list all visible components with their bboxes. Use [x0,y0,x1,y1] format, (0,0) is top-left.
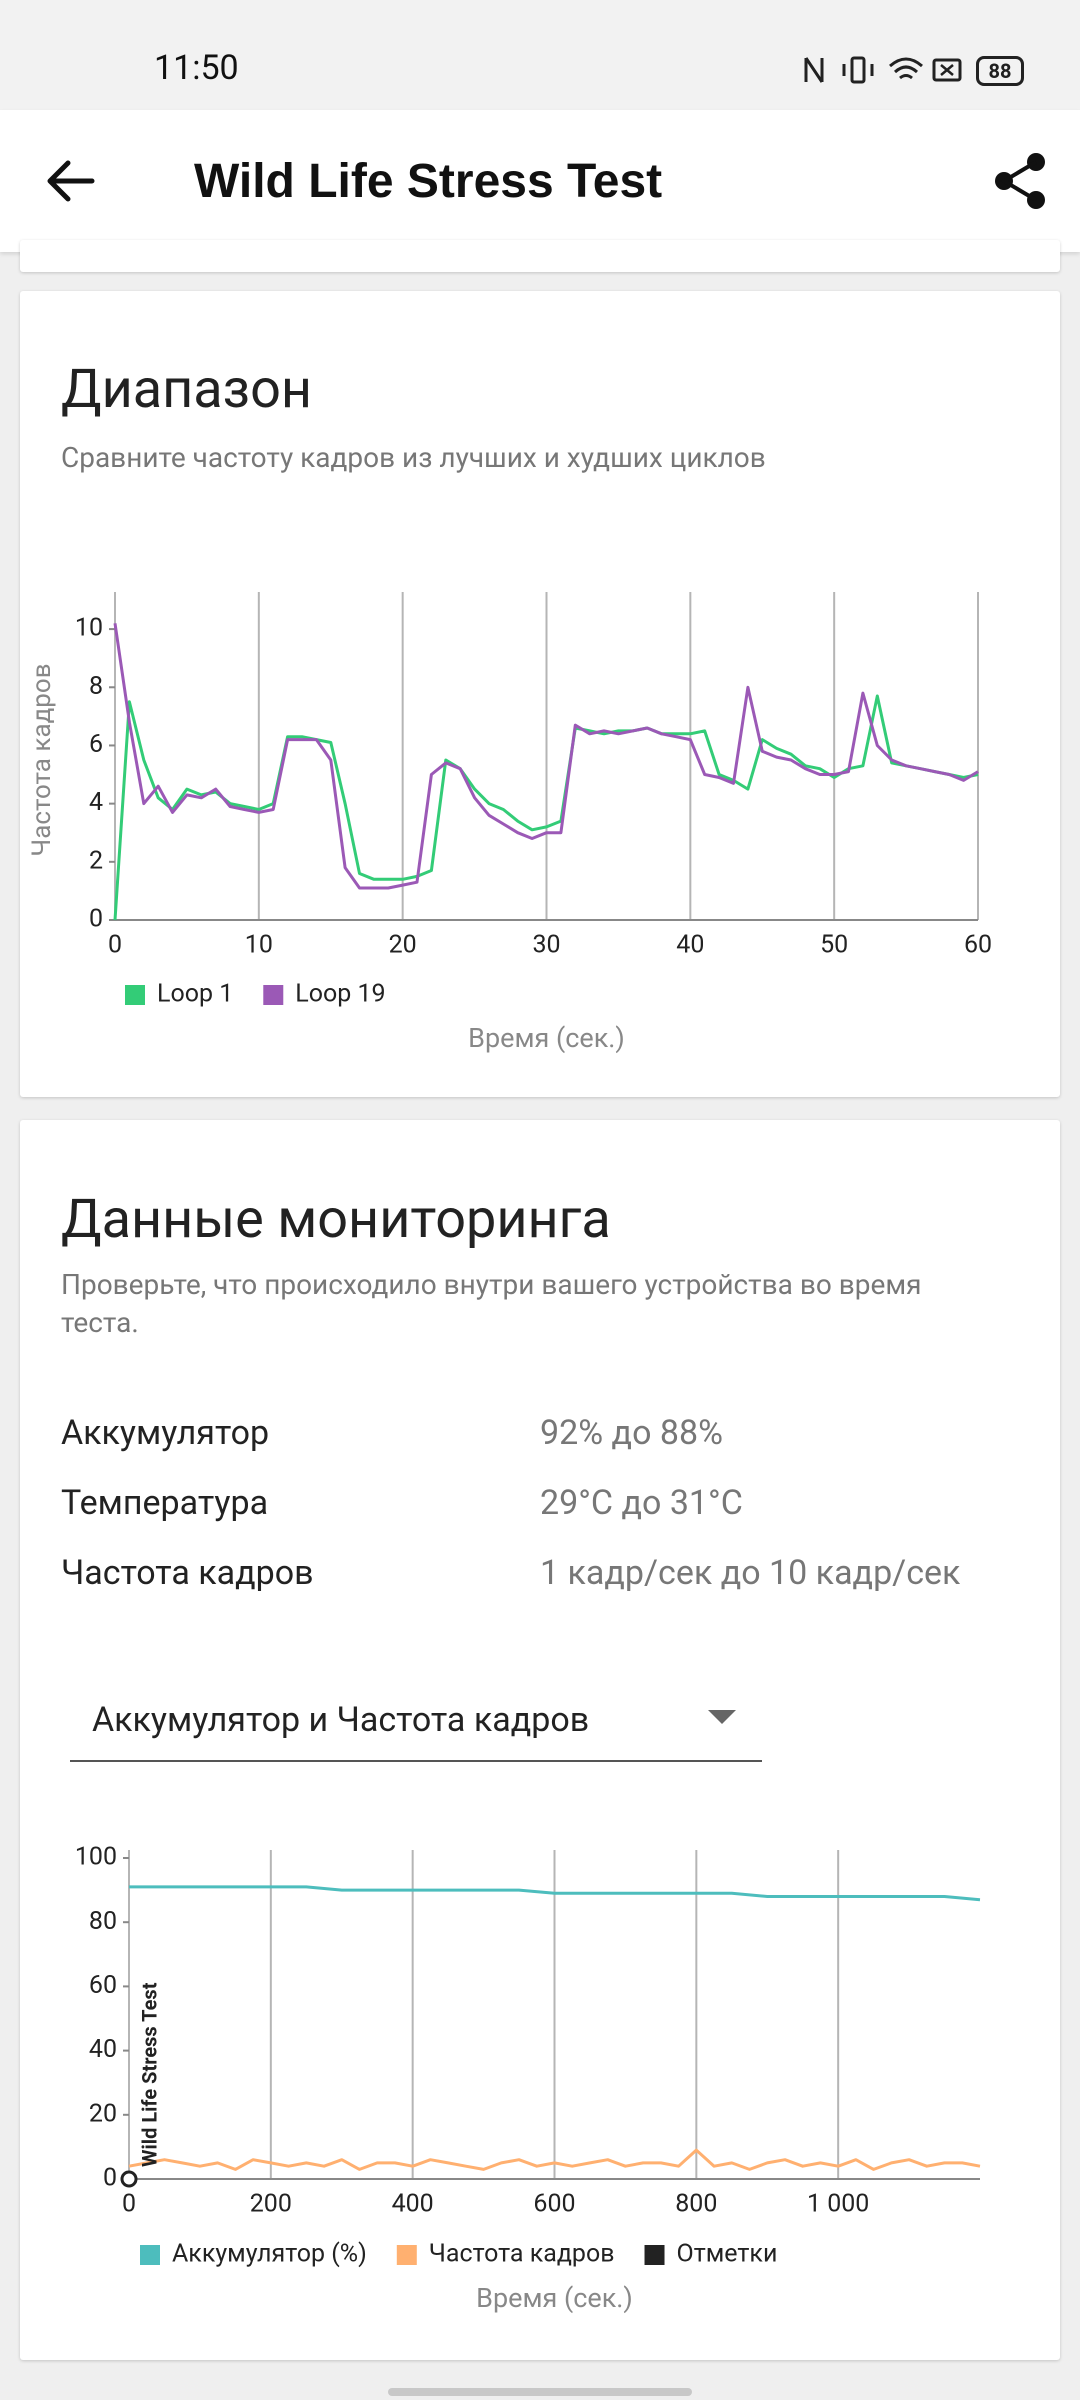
metric-value: 1 кадр/сек до 10 кадр/сек [540,1553,961,1593]
app-bar: Wild Life Stress Test [0,110,1080,252]
y-tick-label: 2 [89,846,103,875]
legend-label: Аккумулятор (%) [172,2240,367,2269]
status-bar: 11:50 88 [0,0,1080,110]
card-subtitle: Сравните частоту кадров из лучших и худш… [61,441,766,474]
metric-label: Аккумулятор [61,1413,270,1453]
y-tick-label: 60 [89,1971,117,2000]
dropdown-arrow [708,1710,736,1724]
marker [120,2170,138,2188]
metric-value: 29°C до 31°C [540,1483,743,1523]
legend-label: Loop 19 [295,980,385,1009]
screen-title: Wild Life Stress Test [194,155,663,208]
back-button[interactable] [46,156,96,206]
card-title: Данные мониторинга [61,1188,611,1251]
y-tick-label: 80 [89,1907,117,1936]
series-line [113,623,979,890]
y-tick-label: 100 [75,1843,117,1872]
legend-swatch [263,985,284,1005]
metric-value: 92% до 88% [540,1413,724,1453]
x-tick-label: 1 000 [807,2190,869,2219]
marker-label: Wild Life Stress Test [137,1982,161,2167]
card-subtitle: Проверьте, что происходило внутри вашего… [61,1268,922,1339]
x-tick-label: 800 [675,2190,717,2219]
metric-label: Температура [61,1483,269,1523]
legend-swatch [396,2245,417,2265]
series-line [128,2148,981,2171]
x-tick-label: 40 [676,931,704,960]
metric-label: Частота кадров [61,1553,314,1593]
y-tick-label: 0 [103,2164,117,2193]
selector-text: Аккумулятор и Частота кадров [92,1700,590,1740]
x-tick-label: 30 [532,931,560,960]
y-tick-label: 10 [75,614,103,643]
clock: 11:50 [154,48,239,88]
x-axis-title: Время (сек.) [468,1022,625,1054]
y-tick-label: 8 [89,672,103,701]
range-card: Диапазон Сравните частоту кадров из лучш… [20,291,1060,1097]
monitoring-card: Данные мониторинга Проверьте, что происх… [20,1120,1060,2360]
legend-swatch [644,2245,665,2265]
x-tick-label: 20 [389,931,417,960]
chart-selector[interactable]: Аккумулятор и Частота кадров [70,1660,762,1762]
x-tick-label: 0 [108,931,122,960]
x-tick-label: 50 [820,931,848,960]
previous-card-edge [20,240,1060,272]
y-tick-label: 0 [89,905,103,934]
x-tick-label: 400 [392,2190,434,2219]
x-tick-label: 600 [533,2190,575,2219]
y-tick-label: 6 [89,730,103,759]
legend-label: Частота кадров [429,2240,615,2269]
x-tick-label: 200 [250,2190,292,2219]
x-tick-label: 0 [122,2190,136,2219]
y-tick-label: 4 [89,788,103,817]
y-axis-title: Частота кадров [27,663,57,856]
x-tick-label: 10 [245,931,273,960]
share-button[interactable] [992,152,1048,210]
nav-handle [388,2388,692,2396]
legend-swatch [140,2245,160,2265]
y-tick-label: 40 [89,2035,117,2064]
x-axis-title: Время (сек.) [476,2282,633,2314]
legend-label: Отметки [677,2240,778,2269]
series-line [113,694,979,921]
status-icons [804,56,962,84]
battery-level: 88 [976,56,1024,86]
y-tick-label: 20 [89,2099,117,2128]
x-tick-label: 60 [964,931,992,960]
legend-label: Loop 1 [157,980,233,1009]
legend-swatch [125,985,145,1005]
series-line [129,1885,981,1902]
card-title: Диапазон [61,358,313,421]
